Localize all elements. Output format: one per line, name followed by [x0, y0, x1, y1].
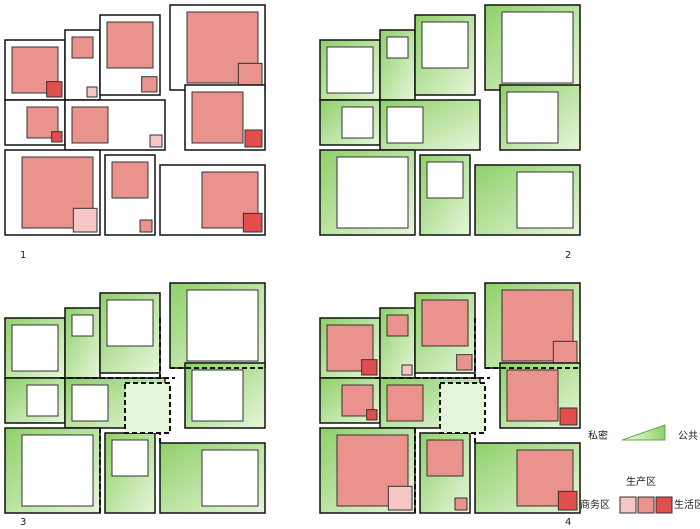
accent-plot — [242, 212, 263, 233]
legend-business: 商务区 — [580, 498, 610, 511]
accent-plot — [401, 364, 413, 376]
swatch — [619, 496, 637, 514]
accent-plot — [149, 134, 163, 148]
inner-plot — [501, 11, 574, 84]
inner-plot — [201, 449, 259, 507]
panels — [4, 4, 581, 514]
legend-living: 生活区 — [674, 498, 700, 511]
inner-plot — [426, 439, 464, 477]
inner-plot — [386, 384, 424, 422]
panel-label: 2 — [565, 250, 571, 261]
accent-plot — [559, 407, 578, 426]
inner-plot — [106, 21, 154, 69]
accent-plot — [361, 359, 378, 376]
accent-plot — [244, 129, 263, 148]
panel-label: 4 — [565, 517, 571, 528]
inner-plot — [341, 106, 374, 139]
inner-plot — [191, 91, 244, 144]
inner-plot — [336, 156, 409, 229]
inner-plot — [71, 106, 109, 144]
accent-plot — [456, 354, 473, 371]
legend: 私密 公共 生产区 商务区 生活区 — [580, 424, 700, 514]
inner-plot — [326, 46, 374, 94]
public-plaza — [439, 382, 486, 434]
inner-plot — [71, 36, 94, 59]
legend-private: 私密 — [588, 429, 608, 442]
public-plaza — [124, 382, 171, 434]
inner-plot — [111, 161, 149, 199]
accent-plot — [387, 485, 413, 511]
inner-plot — [71, 384, 109, 422]
accent-plot — [86, 86, 98, 98]
inner-plot — [21, 434, 94, 507]
swatch — [637, 496, 655, 514]
inner-plot — [191, 369, 244, 422]
inner-plot — [386, 314, 409, 337]
accent-plot — [51, 131, 63, 143]
accent-plot — [454, 497, 468, 511]
legend-gradient — [621, 424, 666, 441]
inner-plot — [386, 36, 409, 59]
accent-plot — [557, 490, 578, 511]
inner-plot — [506, 91, 559, 144]
accent-plot — [46, 81, 63, 98]
legend-public: 公共 — [678, 430, 698, 442]
accent-plot — [141, 76, 158, 93]
panel-label: 3 — [20, 517, 26, 528]
accent-plot — [366, 409, 378, 421]
inner-plot — [421, 21, 469, 69]
inner-plot — [11, 324, 59, 372]
inner-plot — [26, 384, 59, 417]
block — [379, 29, 416, 101]
accent-plot — [552, 340, 578, 366]
inner-plot — [516, 171, 574, 229]
swatch — [655, 496, 673, 514]
inner-plot — [426, 161, 464, 199]
accent-plot — [139, 219, 153, 233]
public-path — [375, 318, 580, 513]
inner-plot — [106, 299, 154, 347]
public-path — [60, 318, 265, 513]
accent-plot — [72, 207, 98, 233]
inner-plot — [71, 314, 94, 337]
inner-plot — [506, 369, 559, 422]
accent-plot — [237, 62, 263, 88]
legend-production: 生产区 — [626, 475, 656, 488]
inner-plot — [186, 289, 259, 362]
inner-plot — [111, 439, 149, 477]
panel-label: 1 — [20, 250, 26, 261]
inner-plot — [386, 106, 424, 144]
inner-plot — [421, 299, 469, 347]
